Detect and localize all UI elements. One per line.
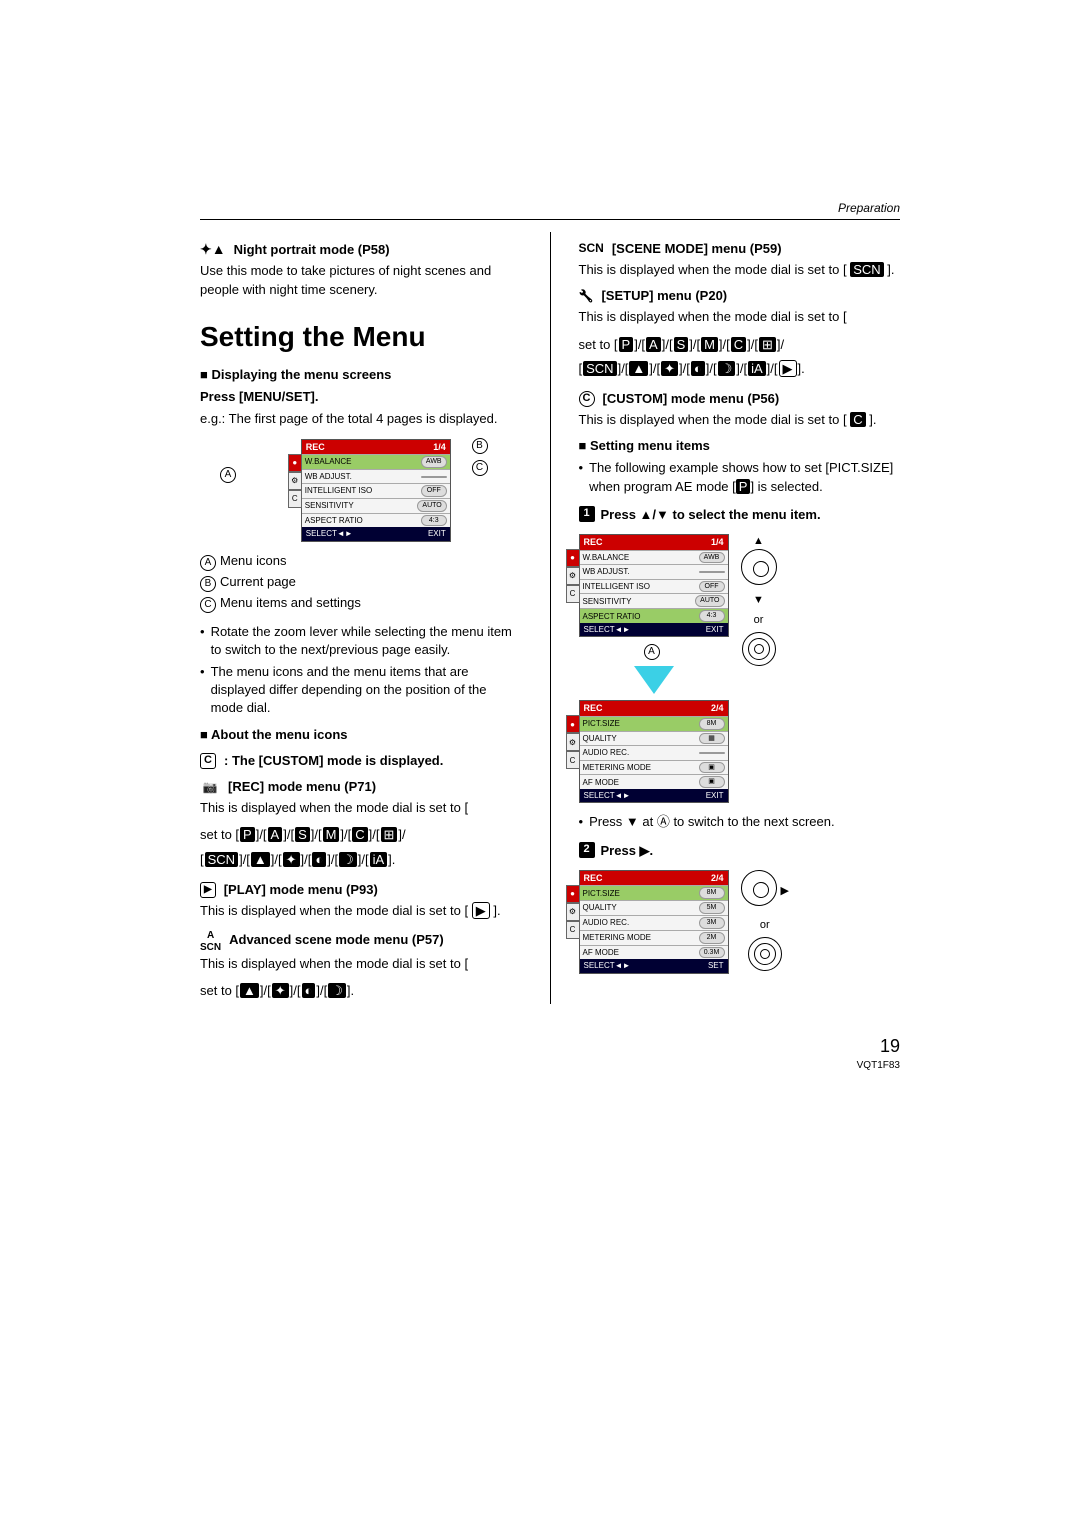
scene-mode-heading: SCN [SCENE MODE] menu (P59) [579, 240, 901, 258]
play-icon: ▶ [200, 882, 216, 898]
circ-a: A [644, 644, 660, 660]
main-heading: Setting the Menu [200, 317, 522, 356]
displaying-heading: Displaying the menu screens [200, 366, 522, 384]
setup-mode-icons: set to [P]/[A]/[S]/[M]/[C]/[⊞]/ [SCN]/[▲… [579, 333, 901, 382]
play-menu-heading: ▶ [PLAY] mode menu (P93) [200, 881, 522, 899]
legend-c: Menu items and settings [220, 595, 361, 610]
left-column: ✦▲ Night portrait mode (P58) Use this mo… [200, 232, 522, 1004]
tip-icons-differ: The menu icons and the menu items that a… [200, 663, 522, 718]
adv-scene-icon: A SCN [200, 928, 221, 952]
play-menu-desc: This is displayed when the mode dial is … [200, 902, 522, 920]
legend-c-label: C [200, 597, 216, 613]
scn-icon: SCN [579, 240, 604, 257]
column-divider [550, 232, 551, 1004]
lcd-screen-3: ●⚙C REC2/4PICT.SIZE8MQUALITY5MAUDIO REC.… [579, 870, 729, 974]
arrow-down-icon [634, 666, 674, 694]
step1-diagram: ●⚙C REC1/4W.BALANCEAWBWB ADJUST.INTELLIG… [579, 534, 901, 803]
legend-a: Menu icons [220, 553, 286, 568]
right-column: SCN [SCENE MODE] menu (P59) This is disp… [579, 232, 901, 1004]
custom-menu-heading: C [CUSTOM] mode menu (P56) [579, 390, 901, 408]
custom-c-icon: C [200, 753, 216, 769]
press-menu-set: Press [MENU/SET]. [200, 388, 522, 406]
camera-icon [200, 779, 220, 795]
document-id: VQT1F83 [200, 1059, 900, 1073]
step-1-badge: 1 [579, 506, 595, 522]
content-columns: ✦▲ Night portrait mode (P58) Use this mo… [200, 232, 900, 1004]
night-portrait-title: Night portrait mode (P58) [234, 241, 390, 259]
annot-c: C [472, 460, 488, 476]
adv-scene-heading: A SCN Advanced scene mode menu (P57) [200, 928, 522, 952]
setup-menu-heading: [SETUP] menu (P20) [579, 287, 901, 305]
controls-2: ▶ or [741, 870, 789, 971]
night-portrait-desc: Use this mode to take pictures of night … [200, 262, 522, 298]
step-1-heading: 1 Press ▲/▼ to select the menu item. [579, 506, 901, 524]
lcd-tab-setup-icon: ⚙ [288, 472, 302, 490]
rec-menu-heading: [REC] mode menu (P71) [200, 778, 522, 796]
or-label: or [754, 613, 764, 628]
night-portrait-heading: ✦▲ Night portrait mode (P58) [200, 240, 522, 260]
lcd-tabs: ● ⚙ C [288, 454, 302, 508]
section-header: Preparation [200, 200, 900, 220]
lcd-screen-2b: ●⚙C REC2/4PICT.SIZE8MQUALITY▦AUDIO REC.M… [579, 700, 729, 803]
legend: A Menu icons B Current page C Menu items an… [200, 552, 522, 613]
jog-dial-icon-2 [748, 937, 782, 971]
legend-b-label: B [200, 576, 216, 592]
annot-a: A [220, 467, 236, 483]
rec-menu-desc: This is displayed when the mode dial is … [200, 799, 522, 817]
annot-b: B [472, 438, 488, 454]
legend-a-label: A [200, 555, 216, 571]
lcd-diagram-1: A ● ⚙ C REC1/4W.BALANCEAWBWB ADJUST.INTE… [200, 439, 522, 542]
page-number: 19 [200, 1034, 900, 1059]
controls-1: ▲ ▼ or [741, 534, 777, 666]
setup-menu-desc: This is displayed when the mode dial is … [579, 308, 901, 326]
or-label-2: or [760, 918, 770, 933]
lcd-tab-custom-icon: C [288, 490, 302, 508]
legend-b: Current page [220, 574, 296, 589]
lcd-tab-rec-icon: ● [288, 454, 302, 472]
about-icons-heading: About the menu icons [200, 726, 522, 744]
adv-scene-modes: set to [▲]/[✦]/[◐]/[☽]. [200, 979, 522, 1004]
custom-displayed: C : The [CUSTOM] mode is displayed. [200, 752, 522, 770]
rec-mode-icons: set to [P]/[A]/[S]/[M]/[C]/[⊞]/ [SCN]/[▲… [200, 823, 522, 872]
step2-diagram: ●⚙C REC2/4PICT.SIZE8MQUALITY5MAUDIO REC.… [579, 870, 901, 974]
adv-scene-desc: This is displayed when the mode dial is … [200, 955, 522, 973]
step-2-heading: 2 Press ▶. [579, 842, 901, 860]
wrench-icon [579, 287, 594, 305]
eg-text: e.g.: The first page of the total 4 page… [200, 410, 522, 428]
step-2-badge: 2 [579, 842, 595, 858]
lcd-screen-1: ● ⚙ C REC1/4W.BALANCEAWBWB ADJUST.INTELL… [301, 439, 451, 542]
custom-menu-desc: This is displayed when the mode dial is … [579, 411, 901, 429]
night-portrait-icon: ✦▲ [200, 240, 226, 260]
press-down-tip: Press ▼ at Ⓐ to switch to the next scree… [579, 813, 901, 831]
example-text: The following example shows how to set [… [579, 459, 901, 495]
tip-zoom: Rotate the zoom lever while selecting th… [200, 623, 522, 659]
custom-c-icon-2: C [579, 391, 595, 407]
dpad-icon-2 [741, 870, 777, 906]
jog-dial-icon [742, 632, 776, 666]
dpad-icon [741, 549, 777, 585]
scene-mode-desc: This is displayed when the mode dial is … [579, 261, 901, 279]
page-footer: 19 VQT1F83 [200, 1034, 900, 1073]
setting-items-heading: Setting menu items [579, 437, 901, 455]
lcd-screen-2a: ●⚙C REC1/4W.BALANCEAWBWB ADJUST.INTELLIG… [579, 534, 729, 637]
